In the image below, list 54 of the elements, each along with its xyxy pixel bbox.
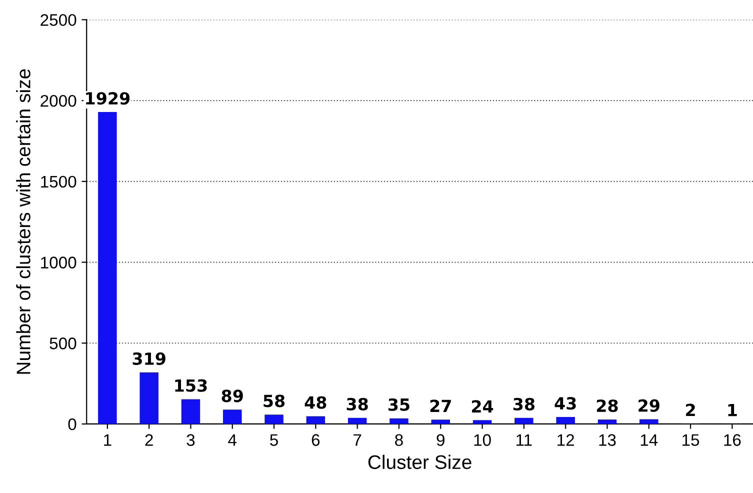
x-tick-label: 10 <box>474 434 491 446</box>
x-tick-label: 4 <box>228 434 237 446</box>
data-label: 27 <box>430 400 451 412</box>
bar <box>514 418 534 424</box>
y-tick-label: 2500 <box>40 14 76 26</box>
bar <box>181 399 200 424</box>
x-tick-label: 6 <box>312 434 320 446</box>
data-label: 35 <box>388 398 410 411</box>
x-axis-title: Cluster Size <box>368 454 472 470</box>
data-label: 2 <box>686 404 695 416</box>
bar <box>431 420 450 424</box>
bar <box>390 418 408 424</box>
x-tick-label: 13 <box>599 434 616 446</box>
data-label: 1929 <box>86 92 130 105</box>
data-label: 48 <box>304 396 326 409</box>
y-tick-label: 1000 <box>41 256 76 268</box>
data-label: 24 <box>472 400 494 412</box>
bar <box>264 414 284 424</box>
x-tick-label: 7 <box>354 434 362 446</box>
x-tick-label: 15 <box>682 434 700 446</box>
data-label: 1 <box>728 404 737 416</box>
data-label: 153 <box>175 379 207 392</box>
bar <box>598 419 617 424</box>
y-axis-title: Number of clusters with certain size <box>16 69 30 374</box>
x-tick-label: 16 <box>724 434 741 446</box>
y-tick-label: 1500 <box>41 176 76 188</box>
bar <box>223 410 242 424</box>
data-label: 38 <box>513 398 534 410</box>
bar <box>306 416 326 424</box>
y-tick-label: 500 <box>50 338 76 350</box>
x-tick-label: 2 <box>145 434 153 446</box>
bar <box>98 112 117 424</box>
x-tick-label: 12 <box>558 434 574 446</box>
x-tick-label: 9 <box>436 434 444 446</box>
y-tick-label: 0 <box>68 418 76 430</box>
bar <box>348 418 367 424</box>
data-label: 38 <box>346 398 368 410</box>
data-label: 28 <box>596 399 618 412</box>
data-label: 58 <box>264 394 285 408</box>
bar <box>640 419 658 424</box>
data-label: 89 <box>222 390 243 402</box>
bar <box>140 372 158 424</box>
x-tick-label: 3 <box>186 434 195 446</box>
x-tick-label: 14 <box>640 434 658 446</box>
data-label: 29 <box>638 399 660 412</box>
data-label: 319 <box>132 352 166 365</box>
data-label: 43 <box>554 397 576 410</box>
bar <box>472 420 492 424</box>
x-tick-label: 11 <box>516 434 532 446</box>
bar <box>556 417 575 424</box>
x-tick-label: 5 <box>270 434 278 446</box>
x-tick-label: 8 <box>395 434 403 446</box>
y-tick-label: 2000 <box>40 94 76 107</box>
x-tick-label: 1 <box>104 434 112 446</box>
